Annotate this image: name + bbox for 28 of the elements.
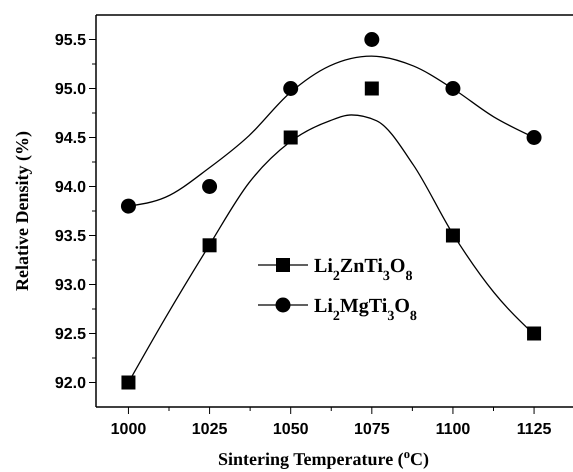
x-tick-label: 1050 [272, 421, 309, 438]
legend-label: Li$_{2}$ZnTi$_{3}$O$_{8}$ [314, 255, 412, 284]
y-tick-label: 95.0 [54, 81, 86, 98]
y-tick-label: 92.0 [54, 375, 86, 392]
point [527, 326, 542, 340]
legend-label: Li$_{2}$MgTi$_{3}$O$_{8}$ [314, 295, 417, 324]
x-axis-title: Sintering Temperature ($^{o}$C) [218, 447, 429, 469]
y-axis-title: Relative Density (%) [12, 131, 32, 291]
x-tick-label: 1100 [436, 421, 470, 438]
point [202, 179, 218, 194]
point [364, 82, 379, 96]
point [526, 130, 542, 145]
y-tick-label: 94.5 [54, 130, 86, 147]
x-tick-label: 1075 [354, 421, 390, 438]
x-tick-label: 1000 [110, 421, 146, 438]
y-tick-label: 93.5 [54, 228, 86, 245]
point [364, 32, 380, 47]
point [120, 198, 136, 214]
y-tick-label: 95.5 [54, 32, 86, 49]
y-tick-label: 93.0 [54, 277, 86, 294]
point [445, 81, 460, 96]
point [284, 130, 298, 144]
x-tick-label: 1125 [516, 421, 552, 438]
point [283, 81, 298, 96]
point [121, 376, 136, 390]
x-tick-label: 1025 [192, 421, 228, 438]
y-tick-label: 92.5 [54, 326, 86, 343]
y-tick-label: 94.0 [54, 179, 86, 196]
